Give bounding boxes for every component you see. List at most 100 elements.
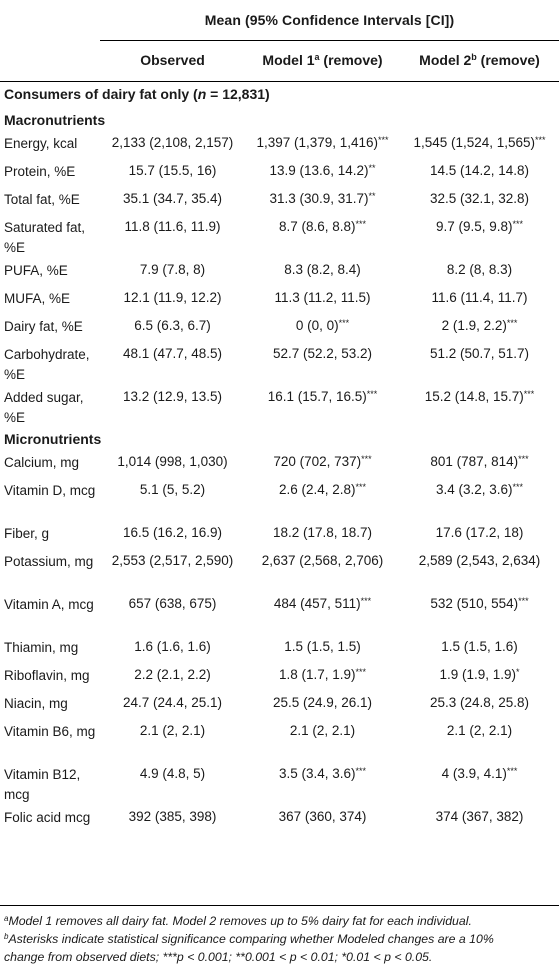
cell-model1: 2,637 (2,568, 2,706) — [245, 552, 400, 570]
cell-model1-value: 2,637 (2,568, 2,706) — [261, 553, 384, 568]
row-label: Potassium, mg — [4, 554, 94, 569]
cell-model2-value: 4 (3.9, 4.1) — [441, 766, 507, 781]
cell-model2-value: 25.3 (24.8, 25.8) — [429, 695, 530, 710]
group-header-title: Mean (95% Confidence Intervals [CI]) — [204, 12, 455, 28]
footnote-mark: b — [4, 932, 9, 941]
cell-model1: 367 (360, 374) — [245, 808, 400, 826]
significance-marker: *** — [338, 318, 350, 328]
table-row: Energy, kcal 2,133 (2,108, 2,157) 1,397 (1… — [0, 130, 559, 158]
cell-model2: 1.5 (1.5, 1.6) — [400, 638, 559, 656]
col-header-observed: Observed — [100, 52, 245, 68]
cell-model2-value: 11.6 (11.4, 11.7) — [431, 290, 528, 305]
cell-observed: 16.5 (16.2, 16.9) — [122, 525, 223, 540]
cell-model2: 8.2 (8, 8.3) — [400, 261, 559, 279]
footnote-text: change from observed diets; ***p < 0.001… — [4, 950, 433, 964]
row-label: Thiamin, mg — [4, 640, 79, 655]
cell-model2-value: 2 (1.9, 2.2) — [441, 318, 507, 333]
significance-marker: *** — [360, 596, 372, 606]
significance-marker: *** — [535, 135, 546, 145]
table-row: Calcium, mg 1,014 (998, 1,030) 720 (702, 7… — [0, 449, 559, 477]
cell-model2: 11.6 (11.4, 11.7) — [400, 289, 559, 307]
cell-model2: 801 (787, 814)*** — [400, 453, 559, 471]
table-row: Fiber, g 16.5 (16.2, 16.9) 18.2 (17.8, 18.… — [0, 520, 559, 548]
cell-model2-value: 51.2 (50.7, 51.7) — [429, 346, 530, 361]
cell-model1-value: 31.3 (30.9, 31.7) — [269, 191, 369, 206]
footnote-line: bAsterisks indicate statistical signific… — [0, 930, 559, 948]
cell-model2-value: 374 (367, 382) — [435, 809, 524, 824]
row-label: Dairy fat, %E — [4, 319, 83, 334]
cell-model1: 25.5 (24.9, 26.1) — [245, 694, 400, 712]
significance-marker: *** — [512, 219, 524, 229]
cell-model1-value: 720 (702, 737) — [273, 454, 362, 469]
cell-model2-value: 14.5 (14.2, 14.8) — [429, 163, 530, 178]
table-row: Folic acid mcg 392 (385, 398) 367 (360, 37… — [0, 804, 559, 847]
cell-model1: 18.2 (17.8, 18.7) — [245, 524, 400, 542]
cell-model2-value: 2.1 (2, 2.1) — [446, 723, 513, 738]
significance-marker: *** — [366, 389, 378, 399]
cell-model2: 32.5 (32.1, 32.8) — [400, 190, 559, 208]
significance-marker: *** — [506, 766, 518, 776]
footnote-line: aModel 1 removes all dairy fat. Model 2 … — [0, 912, 559, 930]
cell-observed: 15.7 (15.5, 16) — [128, 163, 217, 178]
table-row: Vitamin B12, mcg 4.9 (4.8, 5) 3.5 (3.4, 3.… — [0, 761, 559, 804]
cell-observed: 11.8 (11.6, 11.9) — [124, 219, 221, 234]
col-header-model1-suffix: (remove) — [319, 52, 383, 68]
row-label: Vitamin B6, mg — [4, 724, 96, 739]
row-label: Saturated fat, %E — [4, 220, 86, 255]
cell-model2: 2.1 (2, 2.1) — [400, 722, 559, 740]
col-header-model2-label: Model 2 — [419, 52, 472, 68]
row-label: Added sugar, %E — [4, 390, 84, 425]
cell-model1: 11.3 (11.2, 11.5) — [245, 289, 400, 307]
significance-marker: *** — [512, 482, 524, 492]
footnote-mark: a — [4, 914, 9, 923]
cell-model2-value: 801 (787, 814) — [430, 454, 519, 469]
row-label: Protein, %E — [4, 164, 76, 179]
cell-model1: 13.9 (13.6, 14.2)** — [245, 162, 400, 180]
cell-model1: 2.6 (2.4, 2.8)*** — [245, 481, 400, 499]
cell-observed: 1.6 (1.6, 1.6) — [134, 639, 211, 654]
cell-model2: 374 (367, 382) — [400, 808, 559, 826]
cell-model1-value: 18.2 (17.8, 18.7) — [272, 525, 373, 540]
significance-marker: *** — [506, 318, 518, 328]
cell-model1: 1.8 (1.7, 1.9)*** — [245, 666, 400, 684]
table-row: Protein, %E 15.7 (15.5, 16) 13.9 (13.6, 14… — [0, 158, 559, 186]
group-title: Macronutrients — [4, 112, 106, 128]
row-label: Vitamin A, mcg — [4, 597, 94, 612]
section-title-n-var: n — [197, 86, 207, 102]
cell-model1-value: 25.5 (24.9, 26.1) — [272, 695, 373, 710]
cell-observed: 392 (385, 398) — [128, 809, 217, 824]
table-row: Niacin, mg 24.7 (24.4, 25.1) 25.5 (24.9, 2… — [0, 690, 559, 718]
row-label: PUFA, %E — [4, 263, 68, 278]
cell-model1-value: 3.5 (3.4, 3.6) — [278, 766, 356, 781]
cell-observed: 4.9 (4.8, 5) — [139, 766, 206, 781]
cell-model1-value: 0 (0, 0) — [295, 318, 339, 333]
section-title-prefix: Consumers of dairy fat only ( — [4, 86, 198, 102]
cell-observed: 6.5 (6.3, 6.7) — [134, 318, 211, 333]
group-title-row: Micronutrients — [0, 427, 559, 449]
cell-model1: 31.3 (30.9, 31.7)** — [245, 190, 400, 208]
cell-model1-value: 8.3 (8.2, 8.4) — [284, 262, 361, 277]
cell-model1: 3.5 (3.4, 3.6)*** — [245, 765, 400, 783]
row-label: Vitamin D, mcg — [4, 483, 96, 498]
table-row: Vitamin A, mcg 657 (638, 675) 484 (457, 51… — [0, 591, 559, 634]
table-row: PUFA, %E 7.9 (7.8, 8) 8.3 (8.2, 8.4) 8.2 (8… — [0, 257, 559, 285]
cell-model1-value: 2.6 (2.4, 2.8) — [278, 482, 356, 497]
group-header: Mean (95% Confidence Intervals [CI]) — [100, 0, 559, 41]
cell-model2-value: 1.5 (1.5, 1.6) — [441, 639, 518, 654]
cell-model2-value: 2,589 (2,543, 2,634) — [418, 553, 541, 568]
cell-model1-value: 2.1 (2, 2.1) — [289, 723, 356, 738]
footnote-text: Asterisks indicate statistical significa… — [8, 932, 494, 946]
table-row: Saturated fat, %E 11.8 (11.6, 11.9) 8.7 (8… — [0, 214, 559, 257]
cell-model2-value: 17.6 (17.2, 18) — [435, 525, 524, 540]
cell-model1: 1.5 (1.5, 1.5) — [245, 638, 400, 656]
col-header-model1-sup: a — [314, 52, 320, 62]
cell-model1-value: 16.1 (15.7, 16.5) — [267, 389, 367, 404]
cell-observed: 12.1 (11.9, 12.2) — [123, 290, 222, 305]
cell-model1: 0 (0, 0)*** — [245, 317, 400, 335]
cell-observed: 5.1 (5, 5.2) — [139, 482, 206, 497]
cell-observed: 24.7 (24.4, 25.1) — [122, 695, 223, 710]
cell-model2: 9.7 (9.5, 9.8)*** — [400, 218, 559, 236]
table-row: Dairy fat, %E 6.5 (6.3, 6.7) 0 (0, 0)*** 2 … — [0, 313, 559, 341]
cell-model1: 8.3 (8.2, 8.4) — [245, 261, 400, 279]
